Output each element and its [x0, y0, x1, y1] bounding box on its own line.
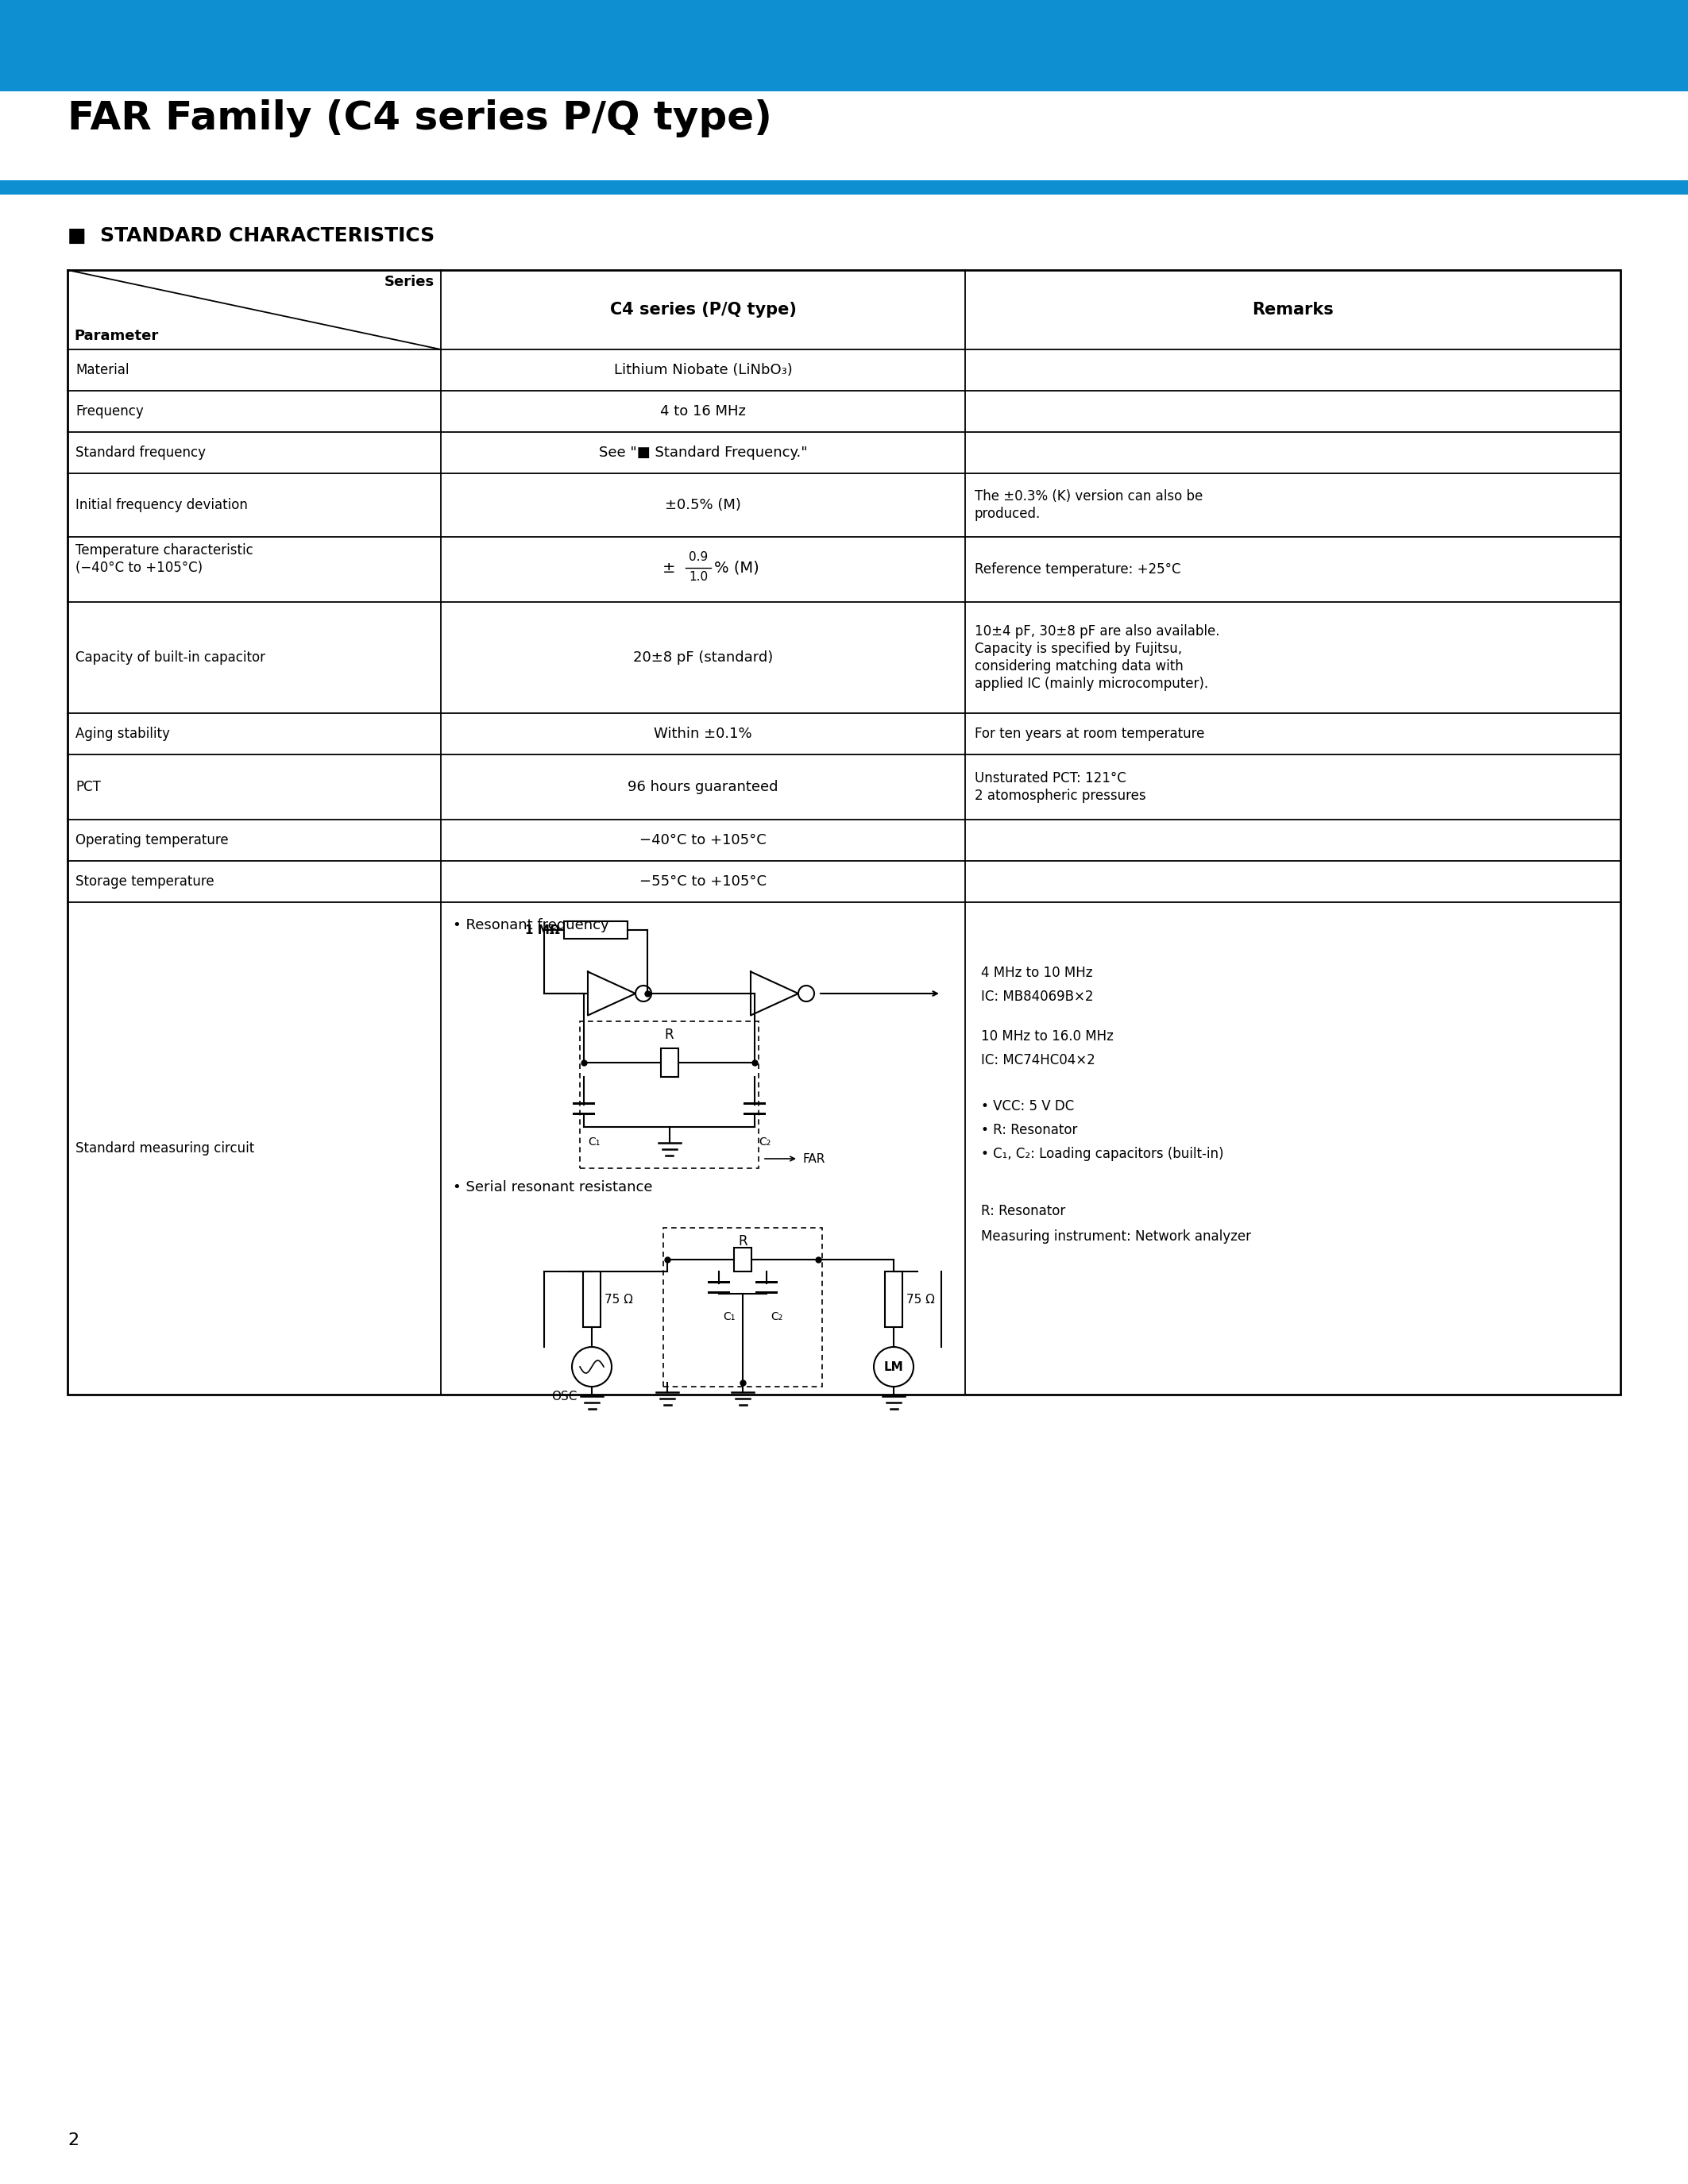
Text: C₁: C₁ — [722, 1310, 734, 1321]
Bar — [564, 922, 628, 939]
Text: See "■ Standard Frequency.": See "■ Standard Frequency." — [599, 446, 807, 461]
Text: 2: 2 — [68, 2132, 79, 2149]
Text: C4 series (P/Q type): C4 series (P/Q type) — [609, 301, 797, 317]
Text: 1.0: 1.0 — [689, 570, 707, 583]
Text: produced.: produced. — [974, 507, 1041, 522]
Text: Measuring instrument: Network analyzer: Measuring instrument: Network analyzer — [981, 1230, 1251, 1243]
Text: ±0.5% (M): ±0.5% (M) — [665, 498, 741, 513]
Text: 0.9: 0.9 — [689, 550, 707, 563]
Bar — [581, 1022, 758, 1168]
Bar — [743, 1112, 766, 1116]
Text: • R: Resonator: • R: Resonator — [981, 1123, 1077, 1138]
Bar — [707, 1291, 729, 1293]
Text: Remarks: Remarks — [1252, 301, 1334, 317]
Text: Material: Material — [76, 363, 128, 378]
Text: R: R — [738, 1234, 748, 1249]
Bar — [734, 1247, 751, 1271]
Bar — [885, 1271, 903, 1328]
Text: considering matching data with: considering matching data with — [974, 660, 1183, 673]
Text: Reference temperature: +25°C: Reference temperature: +25°C — [974, 561, 1182, 577]
Text: Capacity of built-in capacitor: Capacity of built-in capacitor — [76, 651, 265, 664]
Text: 1 MΩ: 1 MΩ — [525, 924, 560, 937]
Bar — [582, 1271, 601, 1328]
Text: % (M): % (M) — [714, 561, 760, 574]
Text: C₁: C₁ — [587, 1136, 599, 1147]
Text: The ±0.3% (K) version can also be: The ±0.3% (K) version can also be — [974, 489, 1204, 505]
Bar — [756, 1291, 778, 1293]
Text: • Resonant frequency: • Resonant frequency — [452, 917, 609, 933]
Text: (−40°C to +105°C): (−40°C to +105°C) — [76, 561, 203, 574]
Text: R: R — [665, 1029, 674, 1042]
Text: Frequency: Frequency — [76, 404, 143, 419]
Bar — [743, 1103, 766, 1105]
Text: 2 atomospheric pressures: 2 atomospheric pressures — [974, 788, 1146, 804]
Text: −40°C to +105°C: −40°C to +105°C — [640, 832, 766, 847]
Text: Lithium Niobate (LiNbO₃): Lithium Niobate (LiNbO₃) — [614, 363, 792, 378]
Text: 4 MHz to 10 MHz: 4 MHz to 10 MHz — [981, 965, 1092, 981]
Bar — [663, 1227, 822, 1387]
Bar — [0, 0, 1688, 92]
Text: 96 hours guaranteed: 96 hours guaranteed — [628, 780, 778, 795]
Bar — [756, 1282, 778, 1284]
Text: Storage temperature: Storage temperature — [76, 874, 214, 889]
Text: 10±4 pF, 30±8 pF are also available.: 10±4 pF, 30±8 pF are also available. — [974, 625, 1220, 638]
Text: 4 to 16 MHz: 4 to 16 MHz — [660, 404, 746, 419]
Text: 20±8 pF (standard): 20±8 pF (standard) — [633, 651, 773, 664]
Text: 10 MHz to 16.0 MHz: 10 MHz to 16.0 MHz — [981, 1029, 1114, 1044]
Text: PCT: PCT — [76, 780, 101, 795]
Text: Initial frequency deviation: Initial frequency deviation — [76, 498, 248, 513]
Text: Unsturated PCT: 121°C: Unsturated PCT: 121°C — [974, 771, 1126, 786]
Text: For ten years at room temperature: For ten years at room temperature — [974, 727, 1205, 740]
Text: FAR: FAR — [802, 1153, 825, 1164]
Text: −55°C to +105°C: −55°C to +105°C — [640, 874, 766, 889]
Bar — [68, 271, 1620, 1396]
Bar — [660, 1048, 679, 1077]
Text: LM: LM — [885, 1361, 903, 1374]
Text: applied IC (mainly microcomputer).: applied IC (mainly microcomputer). — [974, 677, 1209, 690]
Text: Series: Series — [385, 275, 434, 288]
Text: • C₁, C₂: Loading capacitors (built-in): • C₁, C₂: Loading capacitors (built-in) — [981, 1147, 1224, 1162]
Text: IC: MC74HC04×2: IC: MC74HC04×2 — [981, 1053, 1096, 1068]
Text: ■  STANDARD CHARACTERISTICS: ■ STANDARD CHARACTERISTICS — [68, 227, 436, 245]
Text: R: Resonator: R: Resonator — [981, 1203, 1065, 1219]
Text: 75 Ω: 75 Ω — [604, 1293, 633, 1306]
Text: Parameter: Parameter — [74, 330, 159, 343]
Text: C₂: C₂ — [758, 1136, 771, 1147]
Bar — [572, 1112, 594, 1116]
Text: • VCC: 5 V DC: • VCC: 5 V DC — [981, 1099, 1074, 1114]
Bar — [707, 1282, 729, 1284]
Bar — [0, 181, 1688, 194]
Text: Aging stability: Aging stability — [76, 727, 170, 740]
Text: • Serial resonant resistance: • Serial resonant resistance — [452, 1179, 653, 1195]
Text: Within ±0.1%: Within ±0.1% — [653, 727, 753, 740]
Text: Temperature characteristic: Temperature characteristic — [76, 544, 253, 557]
Text: C₂: C₂ — [770, 1310, 783, 1321]
Bar — [572, 1103, 594, 1105]
Text: OSC: OSC — [550, 1391, 577, 1402]
Text: Standard measuring circuit: Standard measuring circuit — [76, 1142, 255, 1155]
Text: Operating temperature: Operating temperature — [76, 832, 228, 847]
Text: IC: MB84069B×2: IC: MB84069B×2 — [981, 989, 1094, 1005]
Text: ±: ± — [662, 561, 675, 574]
Text: Standard frequency: Standard frequency — [76, 446, 206, 461]
Text: 75 Ω: 75 Ω — [906, 1293, 935, 1306]
Text: Capacity is specified by Fujitsu,: Capacity is specified by Fujitsu, — [974, 642, 1182, 655]
Text: FAR Family (C4 series P/Q type): FAR Family (C4 series P/Q type) — [68, 98, 771, 138]
